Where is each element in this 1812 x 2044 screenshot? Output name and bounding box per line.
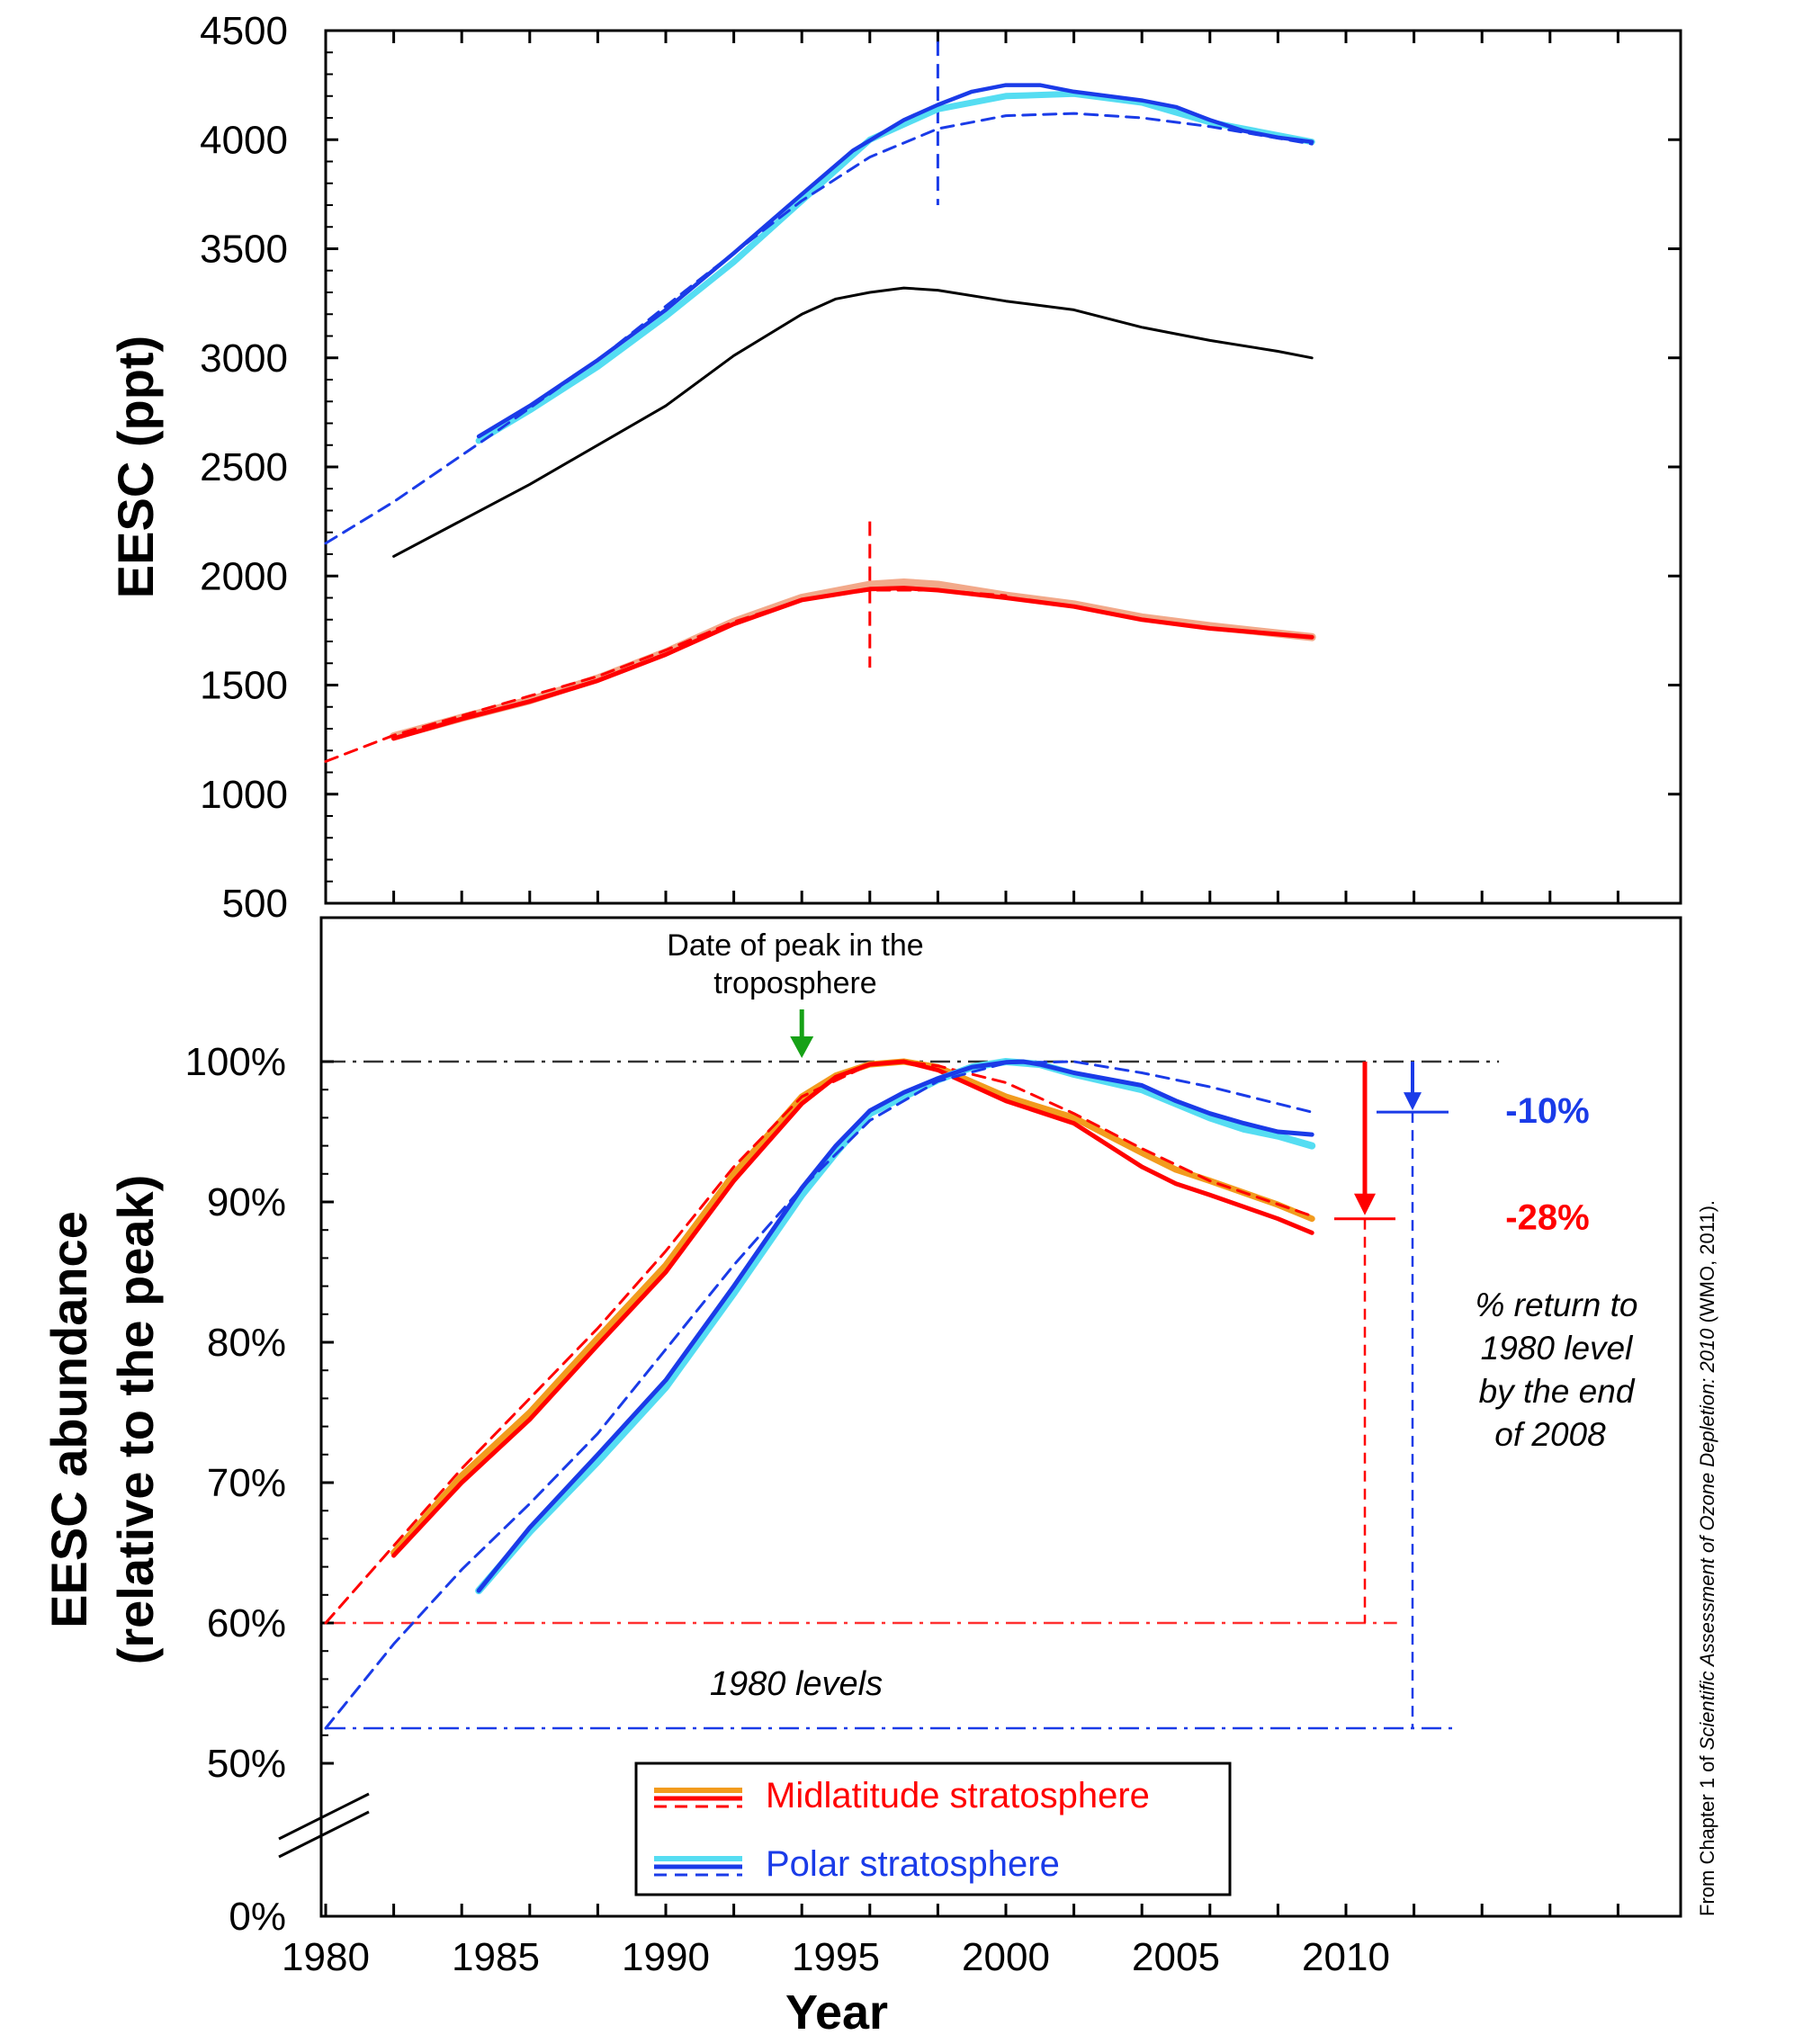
polar-return-arrowhead (1404, 1092, 1422, 1111)
series-line-polar_dark (476, 83, 1314, 439)
reference-lines (326, 1060, 1500, 1730)
x-axis-title: Year (785, 1986, 888, 2040)
legend-swatches (654, 1788, 742, 1877)
legend-label-polar: Polar stratosphere (766, 1844, 1060, 1884)
credit-suffix: (WMO, 2011). (1696, 1200, 1718, 1329)
bottom-ytick-label: 50% (207, 1742, 286, 1786)
bottom-ytick-label: 0% (229, 1895, 286, 1939)
top-ytick-label: 3000 (200, 336, 288, 381)
top-ytick-label: 4500 (200, 9, 288, 53)
top-ytick-label: 2000 (200, 554, 288, 598)
series-line-mid_dashed (324, 588, 1008, 763)
top-ytick-label: 2500 (200, 445, 288, 489)
tropo-peak-label-line1: Date of peak in the (667, 928, 923, 963)
series-line-mid_red_dashed (324, 1060, 1314, 1625)
series-line-polar_blue (476, 1059, 1314, 1593)
bottom-x-axis: 1980 1985 1990 1995 2000 2005 2010 (282, 1904, 1619, 1979)
series-line-polar_dashed (324, 112, 1314, 545)
bottom-ytick-label: 80% (207, 1321, 286, 1365)
top-ytick-label: 1500 (200, 664, 288, 708)
top-peak-markers (868, 41, 939, 668)
series-line-polar_light (475, 90, 1315, 444)
source-credit: From Chapter 1 of Scientific Assessment … (1696, 1200, 1718, 1916)
bottom-series-group (324, 1058, 1316, 1730)
series-line-mid_light (390, 578, 1316, 740)
bottom-xtick-label: 1980 (282, 1935, 370, 1979)
series-line-black (392, 286, 1314, 558)
credit-title: Scientific Assessment of Ozone Depletion… (1696, 1328, 1718, 1751)
top-y-axis: 500 1000 1500 2000 2500 3000 3500 4000 4500 (200, 9, 1681, 926)
credit-prefix: From Chapter 1 of (1696, 1750, 1718, 1916)
top-series-group (324, 83, 1316, 763)
bottom-ytick-label: 100% (184, 1040, 286, 1084)
tropo-arrow-head (790, 1036, 814, 1058)
return-note-line1: % return to (1476, 1286, 1638, 1323)
top-ytick-label: 3500 (200, 228, 288, 272)
legend-label-midlatitude: Midlatitude stratosphere (766, 1776, 1150, 1815)
bottom-xtick-label: 1995 (792, 1935, 880, 1979)
top-ytick-label: 1000 (200, 773, 288, 817)
top-ytick-label: 500 (222, 882, 288, 926)
axis-break-marks (278, 1792, 370, 1859)
series-line-polar_blue_dashed (324, 1060, 1314, 1730)
bottom-ytick-label: 60% (207, 1601, 286, 1645)
bottom-xtick-label: 2005 (1132, 1935, 1220, 1979)
tropo-peak-arrow (790, 1009, 814, 1058)
series-line-polar_cyan (475, 1058, 1316, 1595)
bottom-plot-frame (319, 916, 1682, 1918)
bottom-xtick-label: 1990 (622, 1935, 710, 1979)
return-note-line2: 1980 level (1481, 1330, 1634, 1367)
return-note-line3: by the end (1479, 1373, 1636, 1410)
series-line-mid_red (391, 1059, 1314, 1558)
top-ytick-label: 4000 (200, 118, 288, 162)
bottom-y-axis-title-line1: EESC abundance (40, 1211, 97, 1628)
bottom-ytick-label: 70% (207, 1461, 286, 1505)
return-note-line4: of 2008 (1494, 1416, 1606, 1453)
mid-return-label: -28% (1505, 1198, 1589, 1238)
top-plot-frame (324, 29, 1682, 905)
bottom-y-axis: 0% 50% 60% 70% 80% 90% 100% (184, 1040, 334, 1939)
mid-return-arrowhead (1354, 1193, 1376, 1215)
top-x-ticks (324, 31, 1619, 903)
bottom-xtick-label: 2010 (1302, 1935, 1390, 1979)
legend-box (634, 1762, 1232, 1896)
bottom-ytick-label: 90% (207, 1180, 286, 1224)
level-1980-label: 1980 levels (710, 1665, 883, 1703)
series-line-mid_dark (391, 586, 1314, 741)
top-y-axis-title: EESC (ppt) (107, 336, 164, 598)
bottom-panel: 0% 50% 60% 70% 80% 90% 100% 1980 1985 1990 1995 20… (40, 916, 1682, 2040)
bottom-xtick-label: 1985 (452, 1935, 540, 1979)
top-panel: 500 1000 1500 2000 2500 3000 3500 4000 4500 EESC… (107, 9, 1682, 926)
legend: Midlatitude stratosphere Polar stratosph… (634, 1762, 1232, 1896)
bottom-y-axis-title-line2: (relative to the peak) (107, 1175, 164, 1665)
tropo-peak-label-line2: troposphere (713, 966, 876, 1000)
bottom-xtick-label: 2000 (962, 1935, 1050, 1979)
polar-return-label: -10% (1505, 1091, 1589, 1131)
return-annotations: -28% -10% (1334, 1062, 1590, 1728)
